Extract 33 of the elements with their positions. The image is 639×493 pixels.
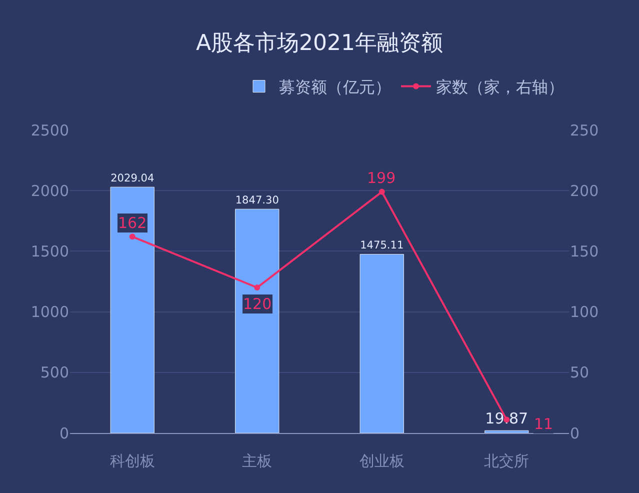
bar	[235, 208, 280, 433]
y2-tick-label: 100	[570, 303, 599, 322]
point	[378, 188, 385, 195]
y2-tick-label: 150	[570, 242, 599, 260]
y-tick-label: 500	[40, 364, 69, 382]
y2-tick-label: 50	[570, 364, 590, 382]
data-label: 120	[243, 295, 272, 313]
point	[129, 234, 136, 240]
legend-label: 募资额（亿元）	[279, 78, 391, 97]
x-tick-label: 北交所	[484, 452, 530, 470]
y-tick-label: 2000	[30, 182, 69, 200]
y2-tick-label: 0	[570, 424, 580, 442]
data-label: 199	[367, 169, 396, 187]
y-tick-label: 2500	[30, 121, 69, 140]
point	[254, 284, 260, 291]
y2-tick-label: 200	[570, 182, 599, 200]
data-label: 2029.04	[110, 172, 154, 184]
chart-title: A股各市场2021年融资额	[196, 30, 444, 56]
bar	[110, 186, 154, 433]
data-label: 1847.30	[235, 194, 280, 206]
data-label: 1475.11	[360, 239, 404, 252]
x-tick-label: 科创板	[110, 452, 155, 470]
y-tick-label: 1500	[30, 242, 69, 260]
x-tick-label: 创业板	[359, 452, 404, 470]
data-label: 162	[118, 214, 147, 232]
data-label: 11	[534, 415, 554, 433]
bar	[360, 254, 404, 433]
bar	[484, 430, 529, 433]
x-tick-label: 主板	[242, 452, 272, 470]
legend-label: 家数（家，右轴）	[436, 78, 564, 97]
y2-tick-label: 250	[570, 121, 599, 140]
y-tick-label: 0	[59, 424, 69, 442]
y-tick-label: 1000	[30, 303, 69, 322]
